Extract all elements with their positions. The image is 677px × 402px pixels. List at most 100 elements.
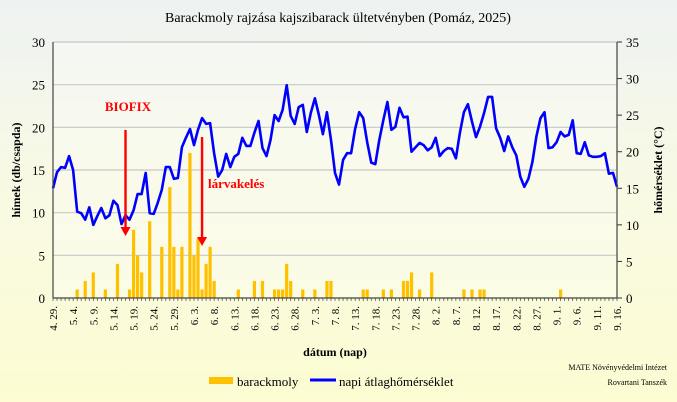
x-tick-label: 6. 23. (270, 306, 282, 331)
x-tick-label: 6. 3. (189, 306, 201, 326)
legend: barackmoly napi átlaghőmérséklet (209, 374, 454, 389)
bar (325, 280, 329, 298)
bar (252, 280, 257, 298)
x-tick-label: 8. 27. (531, 306, 543, 331)
bar (559, 289, 563, 298)
x-tick-label: 7. 3. (310, 306, 322, 326)
larvakeles-arrowhead (197, 237, 208, 246)
bar (140, 272, 144, 298)
x-tick-label: 8. 2. (431, 306, 443, 326)
bar (180, 246, 184, 298)
x-tick-label: 8. 22. (511, 306, 523, 331)
y-tick-right-label: 25 (626, 108, 639, 123)
bar (192, 255, 196, 298)
x-tick-label: 5. 24. (149, 306, 161, 331)
y-tick-left-label: 20 (32, 120, 45, 135)
x-tick-label: 7. 18. (370, 306, 382, 331)
temperature-line (51, 83, 619, 227)
credit-line-1: MATE Növényvédelmi Intézet (568, 363, 667, 372)
y-tick-left-label: 0 (39, 291, 46, 306)
bar (148, 221, 152, 298)
x-tick-label: 9. 6. (572, 306, 584, 326)
bar (381, 289, 385, 298)
bar (212, 280, 216, 298)
y-tick-left-label: 10 (32, 206, 45, 221)
bar (478, 289, 482, 298)
y-tick-right-label: 5 (626, 254, 633, 269)
bar (196, 238, 200, 298)
x-tick-label: 6. 28. (290, 306, 302, 331)
bar (83, 280, 87, 298)
x-tick-label: 7. 13. (350, 306, 362, 331)
bar (430, 272, 434, 298)
x-tick-label: 5. 14. (108, 306, 120, 331)
bar (329, 280, 333, 298)
bar (260, 280, 265, 298)
bar (277, 289, 281, 298)
bar (418, 289, 422, 298)
x-tick-label: 8. 17. (491, 306, 503, 331)
bar (301, 289, 305, 298)
legend-label-barackmoly: barackmoly (237, 374, 299, 389)
y-tick-right-label: 10 (626, 218, 639, 233)
y-tick-left-label: 5 (39, 248, 46, 263)
x-tick-label: 7. 28. (411, 306, 423, 331)
legend-label-temperature: napi átlaghőmérséklet (339, 374, 454, 389)
chart-title: Barackmoly rajzása kajszibarack ültetvén… (165, 11, 511, 26)
bar (176, 289, 180, 298)
x-tick-label: 9. 1. (552, 306, 564, 326)
bar (75, 289, 79, 298)
bar (131, 229, 136, 298)
x-tick-label: 9. 16. (612, 306, 624, 331)
bar (409, 272, 414, 298)
x-tick-label: 6. 18. (249, 306, 261, 331)
y-axis-left-label: hímek (db/csapda) (9, 122, 23, 217)
x-axis-label: dátum (nap) (303, 345, 367, 359)
bar (115, 263, 120, 298)
y-axis-right-label: hőmérséklet (°C) (651, 126, 665, 213)
y-tick-right-label: 20 (626, 145, 639, 160)
bar (236, 289, 240, 298)
bar (470, 289, 474, 298)
x-tick-label: 8. 12. (471, 306, 483, 331)
x-tick-label: 5. 29. (169, 306, 181, 331)
bar (482, 289, 486, 298)
bar (389, 289, 393, 298)
larvakeles-label: lárvakelés (208, 176, 264, 191)
x-tick-label: 5. 9. (88, 306, 100, 326)
bar (401, 280, 406, 298)
bar (103, 289, 107, 298)
biofix-arrowhead (120, 227, 131, 236)
x-tick-label: 6. 13. (229, 306, 241, 331)
legend-swatch-barackmoly (209, 377, 233, 384)
bar (289, 280, 293, 298)
bar (313, 289, 317, 298)
bar (208, 246, 212, 298)
y-tick-right-label: 35 (626, 35, 639, 50)
bar (168, 187, 172, 298)
x-tick-label: 7. 8. (330, 306, 342, 326)
x-tick-label: 5. 4. (68, 306, 80, 326)
y-tick-right-label: 30 (626, 72, 639, 87)
x-tick-label: 6. 8. (209, 306, 221, 326)
biofix-label: BIOFIX (105, 99, 152, 114)
x-tick-label: 5. 19. (129, 306, 141, 331)
x-tick-label: 7. 23. (390, 306, 402, 331)
bar (127, 289, 132, 298)
bar (272, 289, 277, 298)
bar (365, 289, 369, 298)
bar (281, 289, 285, 298)
x-tick-label: 4. 29. (48, 306, 60, 331)
x-tick-label: 8. 7. (451, 306, 463, 326)
bar (160, 246, 164, 298)
bar (200, 289, 204, 298)
y-tick-left-label: 30 (32, 35, 45, 50)
bar (188, 152, 192, 298)
bar (405, 280, 410, 298)
x-tick-label: 9. 11. (592, 306, 604, 331)
y-tick-right-label: 15 (626, 181, 639, 196)
y-tick-left-label: 25 (32, 78, 45, 93)
credit-line-2: Rovartani Tanszék (608, 378, 668, 387)
bar (361, 289, 365, 298)
